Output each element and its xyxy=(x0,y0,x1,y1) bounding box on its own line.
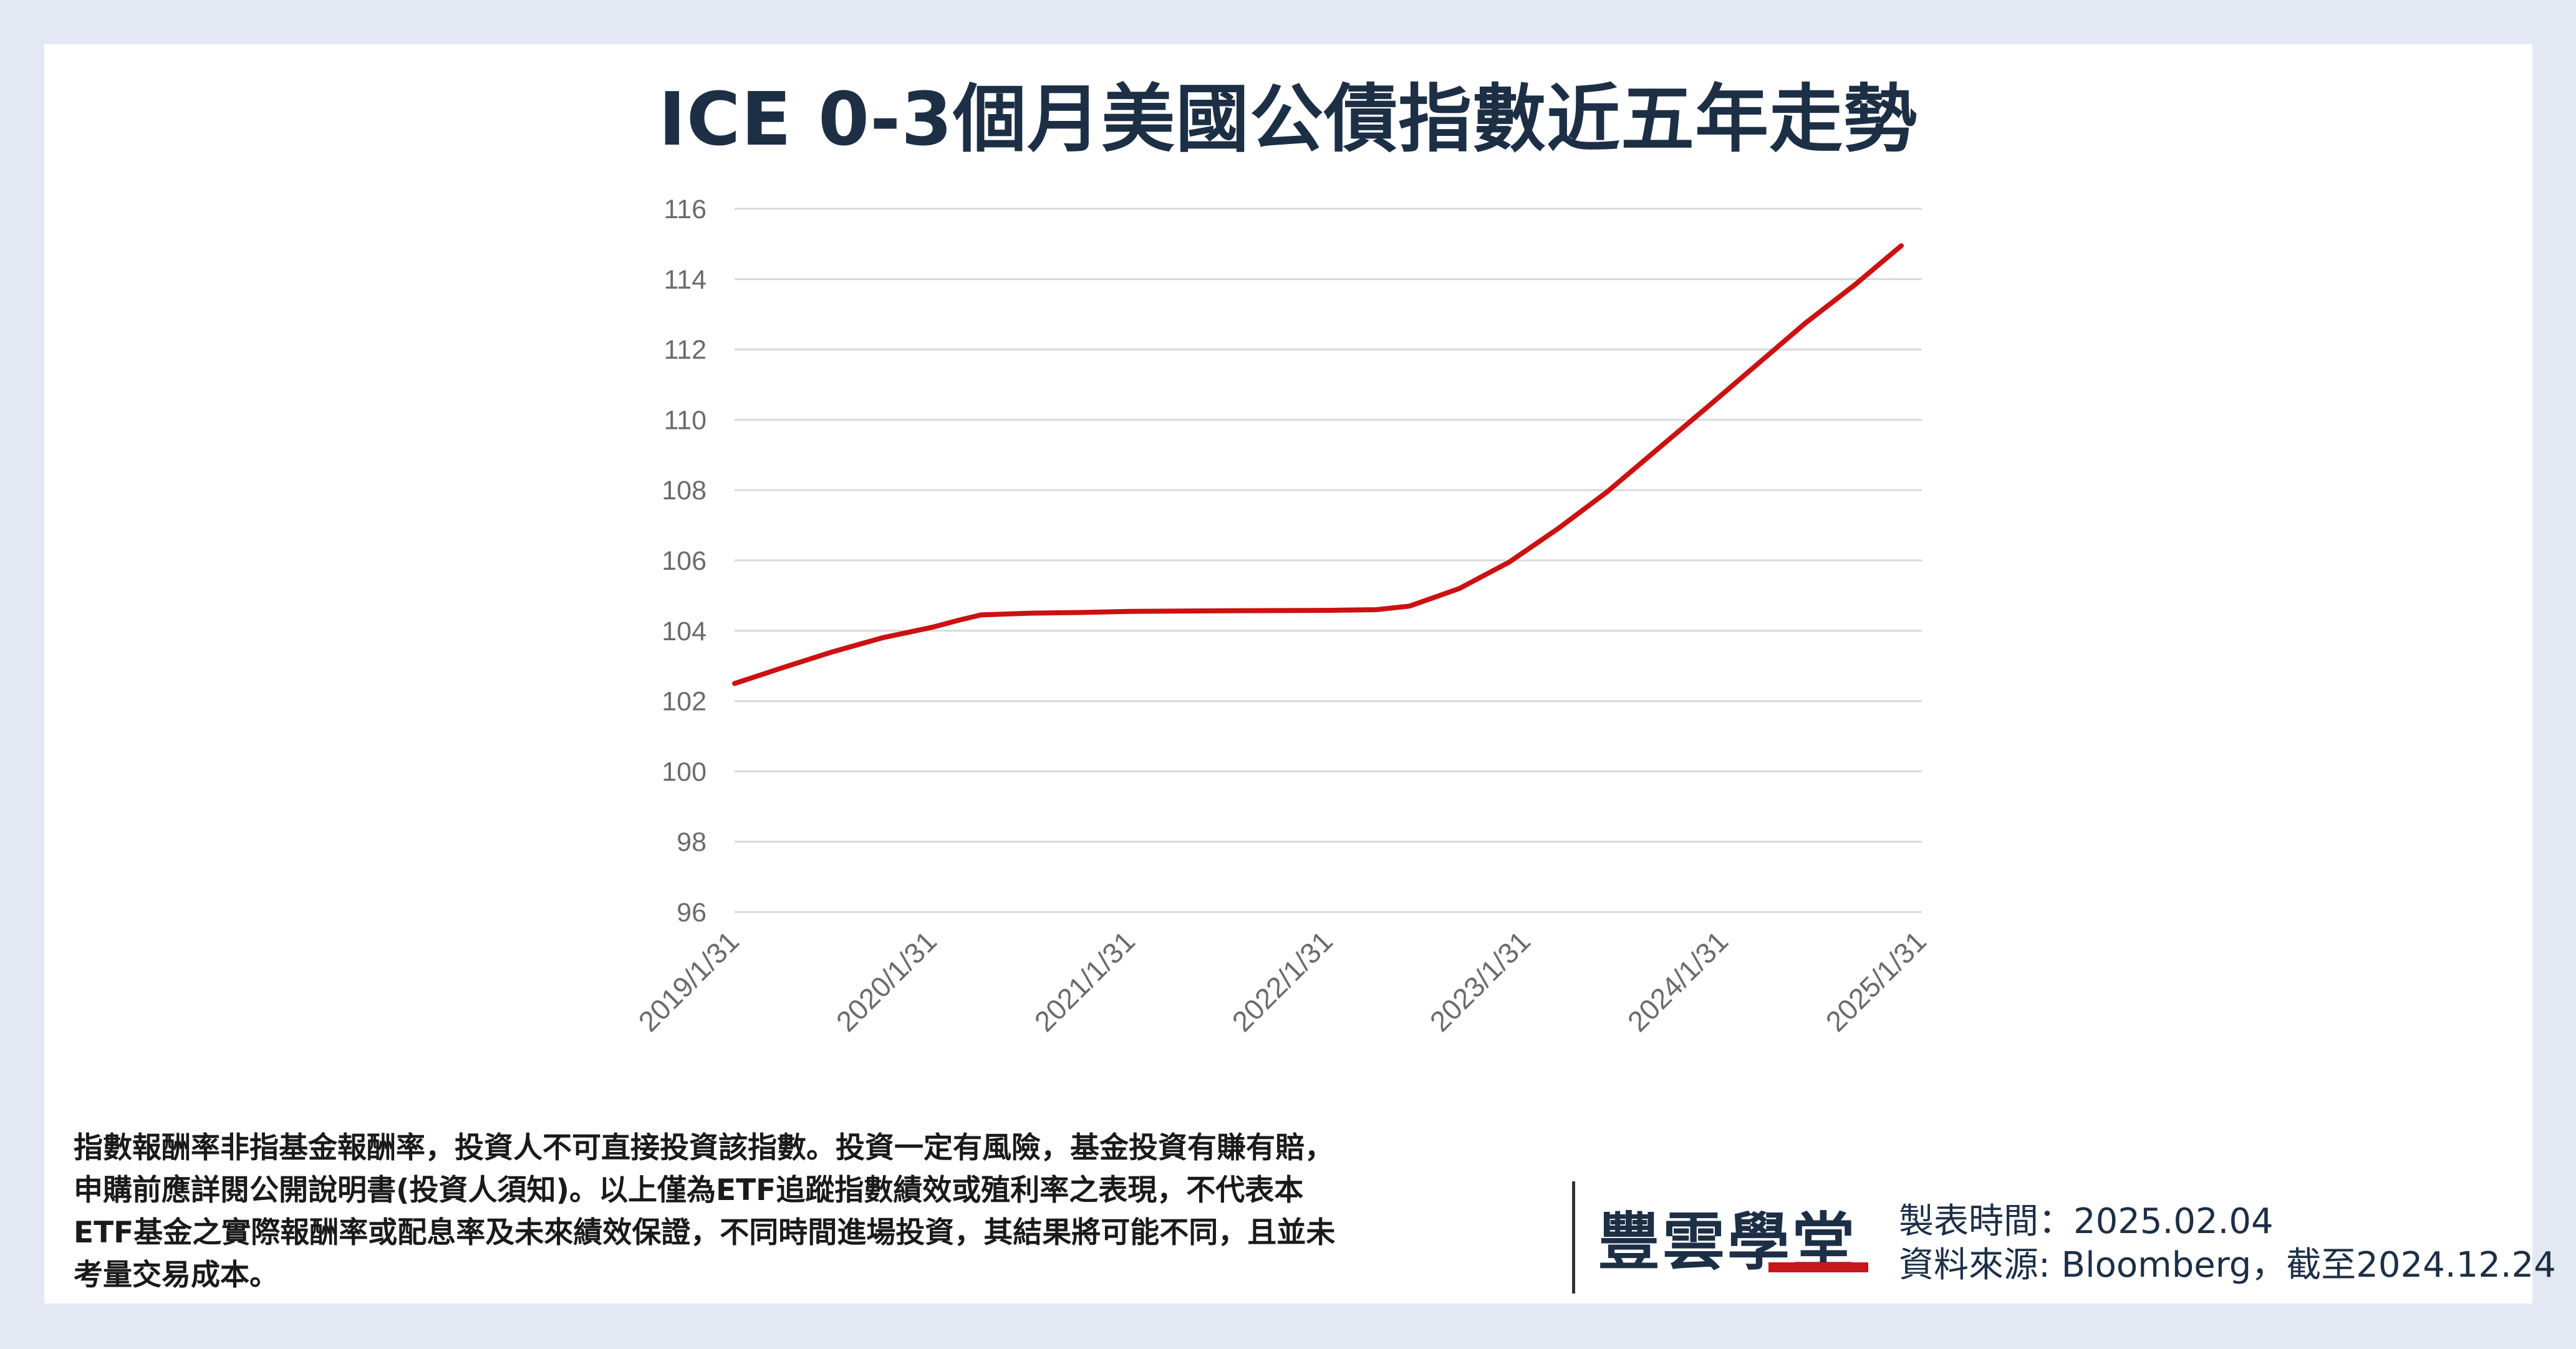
data-point xyxy=(781,666,785,670)
chart-card xyxy=(44,44,2532,1303)
x-tick-label: 2022/1/31 xyxy=(1226,924,1339,1037)
y-tick-label: 102 xyxy=(662,687,707,717)
line-chart: 116 114 112 110 108 106 104 102 100 98 96 2019/1/3… xyxy=(632,194,1932,1038)
y-tick-label: 96 xyxy=(677,898,707,928)
brand-logo: 豐雲學堂 xyxy=(1598,1202,1857,1279)
y-tick-label: 116 xyxy=(663,194,707,224)
data-point xyxy=(1457,587,1462,591)
x-tick-label: 2019/1/31 xyxy=(632,924,745,1037)
data-point xyxy=(1507,560,1512,564)
data-source: 資料來源: Bloomberg，截至2024.12.24 xyxy=(1899,1245,2556,1285)
series-layer xyxy=(732,243,1904,686)
data-point xyxy=(1556,527,1560,531)
y-tick-label: 114 xyxy=(663,265,707,295)
chart-title: ICE 0-3個月美國公債指數近五年走勢 xyxy=(658,76,1918,162)
data-point xyxy=(1029,611,1033,615)
x-tick-label: 2023/1/31 xyxy=(1424,924,1536,1037)
gridlines xyxy=(735,208,1922,913)
y-tick-label: 112 xyxy=(663,335,707,365)
disclaimer: 指數報酬率非指基金報酬率，投資人不可直接投資該指數。投資一定有風險，基金投資有賺… xyxy=(74,1127,1564,1297)
y-axis-ticks: 116 114 112 110 108 106 104 102 100 98 96 xyxy=(662,194,707,928)
y-tick-label: 104 xyxy=(662,617,707,646)
data-point xyxy=(831,650,835,654)
data-point xyxy=(1705,405,1709,410)
y-tick-label: 100 xyxy=(662,757,707,787)
x-tick-label: 2020/1/31 xyxy=(830,924,943,1037)
data-point xyxy=(1899,244,1903,248)
data-point xyxy=(1754,363,1758,367)
data-point xyxy=(880,636,885,640)
y-tick-label: 106 xyxy=(662,546,707,576)
data-point xyxy=(1803,321,1808,325)
x-tick-label: 2025/1/31 xyxy=(1820,924,1932,1037)
data-point xyxy=(1853,282,1858,287)
y-tick-label: 110 xyxy=(663,405,707,435)
data-point xyxy=(979,613,983,617)
chart-meta: 製表時間：2025.02.04 資料來源: Bloomberg，截至2024.1… xyxy=(1899,1200,2556,1287)
made-date: 製表時間：2025.02.04 xyxy=(1899,1201,2274,1242)
series-line xyxy=(732,243,1904,686)
brand-logo-accent xyxy=(1768,1262,1868,1272)
data-point xyxy=(1374,607,1379,612)
data-point xyxy=(1605,490,1609,494)
x-tick-label: 2021/1/31 xyxy=(1028,924,1141,1037)
data-point xyxy=(1227,608,1231,613)
data-point xyxy=(733,681,736,686)
data-point xyxy=(1407,604,1412,608)
data-point xyxy=(930,625,935,630)
disclaimer-line: ETF基金之實際報酬率或配息率及未來績效保證，不同時間進場投資，其結果將可能不同… xyxy=(74,1216,1336,1250)
y-tick-label: 108 xyxy=(662,476,707,506)
disclaimer-line: 申購前應詳閱公開說明書(投資人須知)。以上僅為ETF追蹤指數績效或殖利率之表現，… xyxy=(74,1173,1304,1207)
x-tick-label: 2024/1/31 xyxy=(1621,924,1734,1037)
data-point xyxy=(1079,610,1083,615)
y-tick-label: 98 xyxy=(677,827,707,857)
data-point xyxy=(1655,448,1659,452)
disclaimer-line: 指數報酬率非指基金報酬率，投資人不可直接投資該指數。投資一定有風險，基金投資有賺… xyxy=(74,1131,1334,1165)
data-point xyxy=(1128,609,1132,613)
footer-divider xyxy=(1572,1181,1575,1294)
x-axis-ticks: 2019/1/31 2020/1/31 2021/1/31 2022/1/31 2023… xyxy=(632,924,1932,1037)
data-point xyxy=(957,618,961,622)
data-point xyxy=(1326,608,1330,613)
disclaimer-line: 考量交易成本。 xyxy=(74,1258,279,1292)
